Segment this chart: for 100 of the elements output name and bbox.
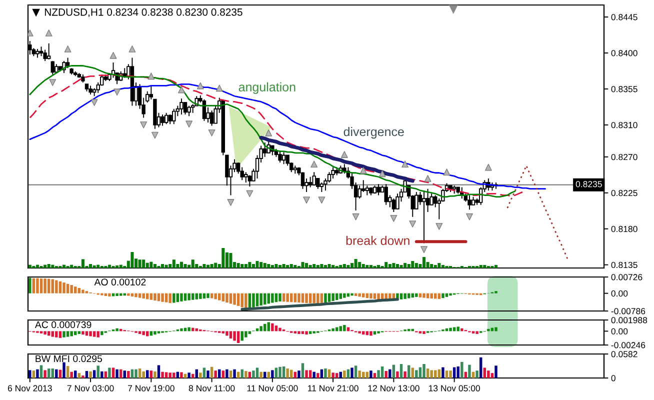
bar	[248, 262, 252, 268]
bar	[426, 293, 430, 298]
bar	[370, 370, 372, 378]
bar	[222, 370, 225, 378]
bar	[422, 364, 426, 378]
bar	[199, 293, 202, 299]
bar	[366, 331, 369, 336]
candlestick	[74, 70, 78, 77]
candlestick	[334, 166, 339, 176]
point	[443, 168, 450, 176]
bar	[138, 331, 142, 334]
bar	[343, 370, 346, 378]
bar	[396, 371, 399, 378]
bar	[92, 331, 96, 337]
bar	[305, 293, 308, 303]
annotation: break down	[346, 236, 410, 246]
bar	[146, 331, 149, 336]
bar	[40, 365, 43, 378]
candlestick	[282, 152, 286, 165]
y-tick-label: 0.8180	[611, 226, 638, 232]
bar	[377, 265, 380, 268]
bar	[168, 372, 172, 378]
bar	[55, 331, 58, 338]
bar	[335, 327, 338, 332]
bar	[164, 372, 168, 378]
bar	[28, 278, 32, 294]
chart-title: AO 0.00102	[94, 278, 146, 286]
bar	[70, 285, 73, 294]
candlestick	[172, 108, 176, 125]
point	[148, 72, 155, 80]
bar	[380, 366, 384, 378]
bar	[298, 293, 300, 303]
bar	[324, 368, 327, 378]
bar	[308, 331, 312, 334]
bar	[415, 293, 418, 297]
point	[114, 88, 121, 96]
bar	[445, 293, 448, 297]
bar	[494, 366, 498, 378]
point	[303, 196, 310, 204]
point	[265, 129, 272, 136]
bar	[384, 370, 388, 378]
point	[360, 167, 367, 174]
bar	[422, 331, 426, 334]
bar	[222, 248, 225, 268]
bar	[116, 369, 118, 378]
bar	[278, 293, 282, 302]
bar	[96, 366, 100, 378]
bar	[373, 373, 376, 378]
bar	[28, 370, 32, 378]
bar	[252, 293, 255, 308]
bar	[343, 324, 346, 332]
bar	[66, 284, 70, 294]
bar	[172, 372, 176, 378]
candlestick	[77, 72, 82, 78]
bar	[214, 293, 217, 300]
bar	[422, 257, 426, 268]
bar	[460, 362, 464, 378]
bar	[89, 371, 92, 378]
bar	[40, 278, 43, 294]
candlestick	[183, 102, 188, 115]
bar	[358, 262, 362, 268]
bar	[346, 265, 350, 268]
bar	[350, 368, 354, 378]
bar	[225, 252, 228, 268]
bar	[142, 331, 145, 336]
bar	[150, 331, 153, 336]
bar	[274, 326, 278, 332]
bar	[487, 370, 490, 378]
y-tick-label: 0.8135	[611, 262, 638, 268]
bar	[362, 264, 365, 268]
bar	[263, 263, 266, 268]
bar	[138, 368, 142, 378]
bar	[286, 368, 289, 378]
bar	[44, 370, 46, 378]
bar	[62, 264, 66, 268]
bar	[210, 293, 214, 298]
y-tick-label: 0.00726	[611, 274, 642, 280]
candlestick	[210, 110, 214, 126]
y-tick-label: 0.8270	[611, 154, 638, 160]
bar	[172, 260, 176, 268]
bar	[85, 331, 88, 336]
bar	[210, 366, 214, 378]
point	[178, 86, 185, 94]
candlestick	[54, 64, 58, 74]
bar	[51, 279, 54, 294]
y-tick-label: 0.8445	[611, 14, 638, 20]
bar	[294, 293, 297, 302]
bar	[358, 293, 361, 297]
line-series	[29, 83, 546, 190]
bar	[479, 357, 482, 378]
bar	[320, 264, 324, 268]
bar	[104, 371, 108, 378]
bar	[316, 265, 320, 268]
bar	[47, 264, 50, 268]
bar	[328, 264, 331, 268]
x-tick-label: 12 Nov 13:00	[368, 385, 420, 392]
bar	[301, 293, 304, 303]
bar	[415, 370, 418, 378]
bar	[244, 331, 248, 338]
annotation: angulation	[238, 82, 296, 94]
